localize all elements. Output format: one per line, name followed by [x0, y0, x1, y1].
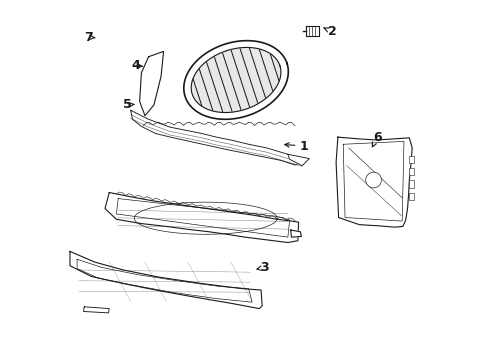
Polygon shape — [288, 154, 309, 166]
Text: 1: 1 — [299, 140, 308, 153]
Text: 7: 7 — [84, 31, 93, 44]
Polygon shape — [131, 111, 302, 165]
Polygon shape — [336, 137, 412, 227]
Text: 3: 3 — [260, 261, 269, 274]
Polygon shape — [105, 193, 298, 243]
Polygon shape — [140, 51, 164, 116]
Polygon shape — [191, 48, 281, 113]
Text: 2: 2 — [328, 25, 337, 38]
FancyBboxPatch shape — [409, 180, 414, 188]
Text: 5: 5 — [122, 99, 131, 112]
FancyBboxPatch shape — [409, 168, 414, 175]
Polygon shape — [306, 26, 318, 36]
Text: 6: 6 — [373, 131, 382, 144]
Polygon shape — [291, 230, 301, 237]
Polygon shape — [184, 41, 288, 119]
Polygon shape — [83, 307, 109, 313]
Circle shape — [366, 172, 381, 188]
Text: 4: 4 — [132, 59, 141, 72]
Polygon shape — [70, 251, 262, 309]
FancyBboxPatch shape — [409, 156, 414, 163]
FancyBboxPatch shape — [409, 193, 414, 200]
